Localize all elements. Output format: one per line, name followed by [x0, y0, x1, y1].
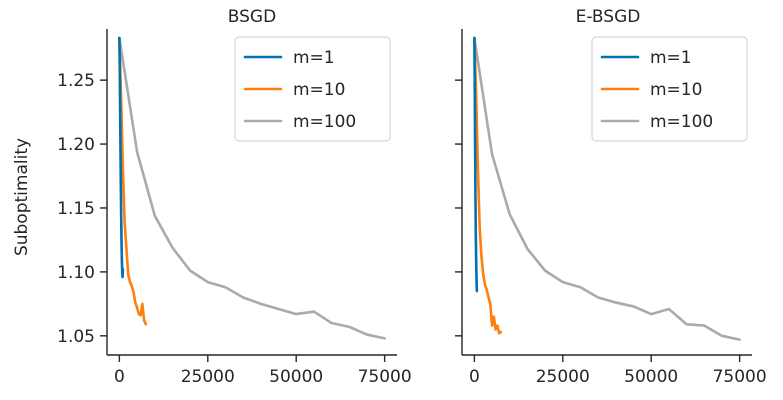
- y-axis-label: Suboptimality: [12, 138, 32, 256]
- y-ticks: [455, 79, 462, 337]
- y-tick-label: 1.20: [57, 135, 95, 155]
- legend-box: [591, 36, 748, 142]
- series-line-m-10: [118, 36, 148, 326]
- x-tick-label: 0: [114, 367, 125, 387]
- legend: m=1 m=10 m=100: [234, 36, 391, 142]
- series-line-m-1: [118, 36, 125, 279]
- series-line-m-10: [473, 36, 503, 335]
- x-tick-label: 25000: [181, 367, 235, 387]
- legend-label: m=100: [293, 112, 356, 132]
- legend-label: m=1: [650, 48, 692, 68]
- legend-box: [234, 36, 391, 142]
- legend: m=1 m=10 m=100: [591, 36, 748, 142]
- y-tick-label: 1.25: [57, 71, 95, 91]
- series-line-m-100: [473, 36, 741, 341]
- chart-title: BSGD: [228, 7, 276, 27]
- series-lines: [473, 36, 741, 341]
- legend-label: m=10: [650, 80, 702, 100]
- x-ticks: 0 25000 50000 75000: [469, 355, 767, 387]
- y-ticks: 1.05 1.10 1.15 1.20 1.25: [57, 71, 107, 347]
- y-tick-label: 1.10: [57, 263, 95, 283]
- x-tick-label: 75000: [713, 367, 767, 387]
- series-line-m-1: [473, 36, 479, 293]
- x-tick-label: 50000: [624, 367, 678, 387]
- x-ticks: 0 25000 50000 75000: [114, 355, 412, 387]
- x-tick-label: 25000: [536, 367, 590, 387]
- legend-label: m=100: [650, 112, 713, 132]
- series-lines: [118, 36, 386, 340]
- legend-label: m=10: [293, 80, 345, 100]
- chart-panel-bsgd: BSGD Suboptimality 0 25000 50000 75000 1.05…: [12, 7, 412, 387]
- legend-label: m=1: [293, 48, 335, 68]
- series-line-m-100: [118, 36, 386, 340]
- chart-panel-e-bsgd: E-BSGD 0 25000 50000 75000 m=1 m=10 m=100: [455, 7, 767, 387]
- x-tick-label: 50000: [269, 367, 323, 387]
- x-tick-label: 0: [469, 367, 480, 387]
- chart-title: E-BSGD: [576, 7, 641, 27]
- x-tick-label: 75000: [358, 367, 412, 387]
- y-tick-label: 1.15: [57, 199, 95, 219]
- y-tick-label: 1.05: [57, 327, 95, 347]
